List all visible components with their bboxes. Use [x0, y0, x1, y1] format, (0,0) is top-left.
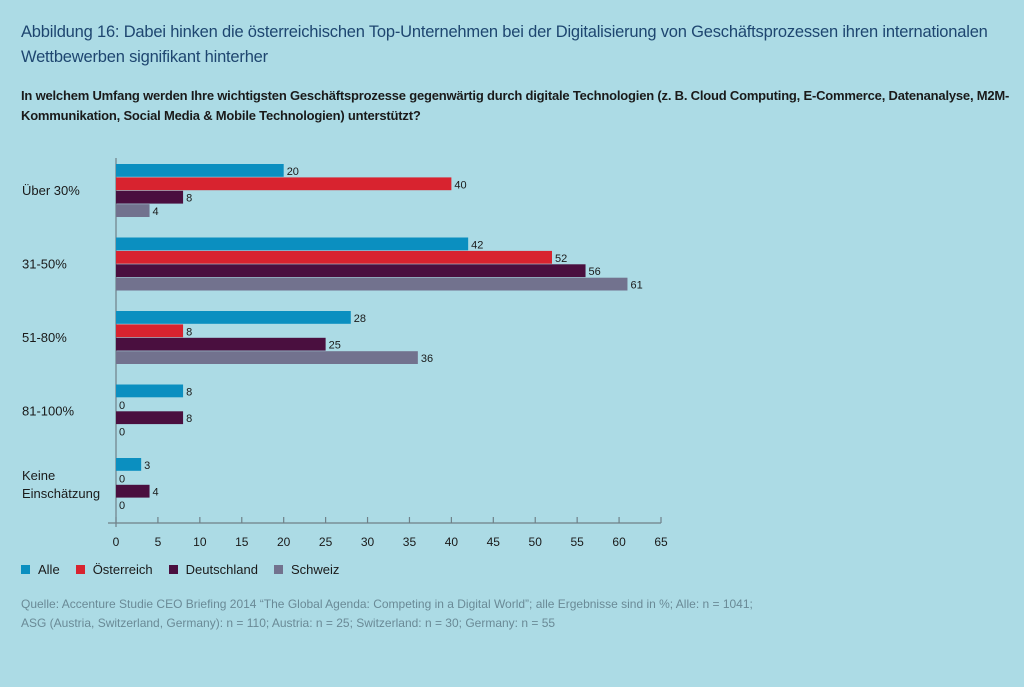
x-tick-label: 40: [445, 535, 459, 549]
legend-swatch: [168, 565, 178, 574]
data-label: 0: [119, 427, 125, 439]
legend-label: Alle: [38, 562, 60, 577]
source-line-2: ASG (Austria, Switzerland, Germany): n =…: [21, 616, 556, 630]
data-label: 36: [421, 353, 433, 365]
data-label: 0: [119, 500, 125, 512]
x-tick-label: 5: [155, 535, 162, 549]
bar-deutschland: [116, 337, 326, 351]
category-label: Über 30%: [22, 183, 80, 198]
bar-alle: [116, 164, 284, 177]
chart-legend: Alle Österreich Deutschland Schweiz: [21, 562, 355, 577]
legend-item: Schweiz: [273, 562, 340, 577]
bar-österreich: [116, 324, 184, 338]
bar-deutschland: [116, 484, 150, 498]
category-label: 31-50%: [22, 256, 67, 271]
x-tick-label: 45: [487, 535, 501, 549]
category-label: 51-80%: [22, 330, 67, 345]
x-tick-label: 55: [570, 535, 584, 549]
bar-alle: [116, 311, 351, 324]
bar-alle: [116, 458, 142, 471]
data-label: 8: [186, 413, 192, 425]
data-label: 8: [186, 326, 192, 338]
question-subtitle: In welchem Umfang werden Ihre wichtigste…: [21, 88, 1010, 123]
data-label: 40: [454, 179, 466, 191]
source-line-1: Quelle: Accenture Studie CEO Briefing 20…: [21, 597, 753, 611]
legend-swatch: [75, 565, 85, 574]
bar-alle: [116, 384, 184, 398]
category-label: 81-100%: [22, 403, 74, 418]
legend-item: Deutschland: [168, 562, 258, 577]
x-tick-label: 25: [319, 535, 333, 549]
data-label: 52: [555, 253, 567, 265]
bar-deutschland: [116, 264, 586, 278]
x-tick-label: 35: [403, 535, 417, 549]
category-label: Einschätzung: [22, 486, 100, 501]
category-label: Keine: [22, 468, 55, 483]
x-tick-label: 50: [529, 535, 543, 549]
data-label: 56: [589, 266, 601, 278]
legend-item: Österreich: [75, 562, 153, 577]
bar-alle: [116, 237, 469, 251]
legend-label: Deutschland: [185, 562, 258, 577]
data-label: 3: [144, 460, 150, 472]
bar-deutschland: [116, 190, 184, 204]
bar-schweiz: [116, 277, 628, 291]
figure-title: Abbildung 16: Dabei hinken die österreic…: [21, 23, 988, 66]
data-label: 42: [471, 239, 483, 251]
data-label: 20: [287, 166, 299, 178]
data-label: 61: [630, 280, 642, 292]
data-label: 28: [354, 313, 366, 325]
legend-label: Österreich: [92, 562, 153, 577]
source-note: Quelle: Accenture Studie CEO Briefing 20…: [21, 595, 1011, 633]
x-tick-label: 0: [113, 535, 120, 549]
x-tick-label: 15: [235, 535, 249, 549]
data-label: 4: [153, 487, 159, 499]
data-label: 0: [119, 400, 125, 412]
data-label: 8: [186, 193, 192, 205]
legend-item: Alle: [21, 562, 60, 577]
x-tick-label: 30: [361, 535, 375, 549]
data-label: 25: [329, 340, 341, 352]
legend-label: Schweiz: [290, 562, 340, 577]
data-label: 8: [186, 386, 192, 398]
data-label: 4: [153, 206, 159, 218]
bar-österreich: [116, 177, 452, 191]
bar-österreich: [116, 250, 552, 264]
bar-schweiz: [116, 204, 150, 217]
legend-swatch: [21, 565, 30, 574]
data-label: 0: [119, 473, 125, 485]
legend-swatch: [273, 565, 283, 574]
x-tick-label: 60: [612, 535, 626, 549]
x-tick-label: 20: [277, 535, 291, 549]
x-tick-label: 65: [654, 535, 668, 549]
bar-schweiz: [116, 351, 418, 364]
bar-deutschland: [116, 411, 184, 425]
x-tick-label: 10: [193, 535, 207, 549]
